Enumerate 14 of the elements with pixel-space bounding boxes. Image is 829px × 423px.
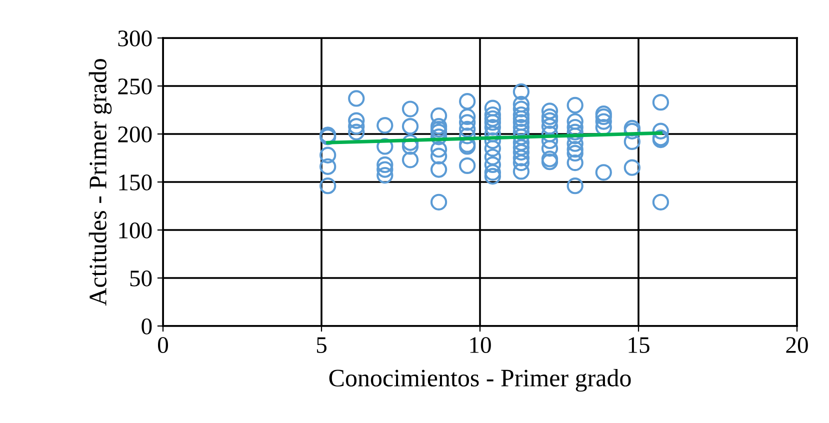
y-tick-label: 150 [119, 174, 152, 190]
y-tick-label: 100 [119, 222, 152, 238]
y-tick-label: 300 [118, 30, 152, 46]
y-tick-label: 0 [142, 318, 152, 334]
x-tick-label: 10 [470, 337, 491, 354]
x-axis-title: Conocimientos - Primer grado [329, 368, 631, 392]
x-tick-label: 15 [628, 337, 650, 354]
x-tick-label: 20 [786, 337, 808, 354]
x-tick-label: 5 [316, 337, 326, 354]
y-tick-label: 200 [118, 126, 152, 142]
x-tick-label: 0 [158, 337, 168, 354]
y-tick-label: 50 [130, 270, 152, 286]
y-tick-label: 250 [118, 78, 152, 94]
y-axis-title: Actitudes - Primer grado [88, 59, 112, 306]
